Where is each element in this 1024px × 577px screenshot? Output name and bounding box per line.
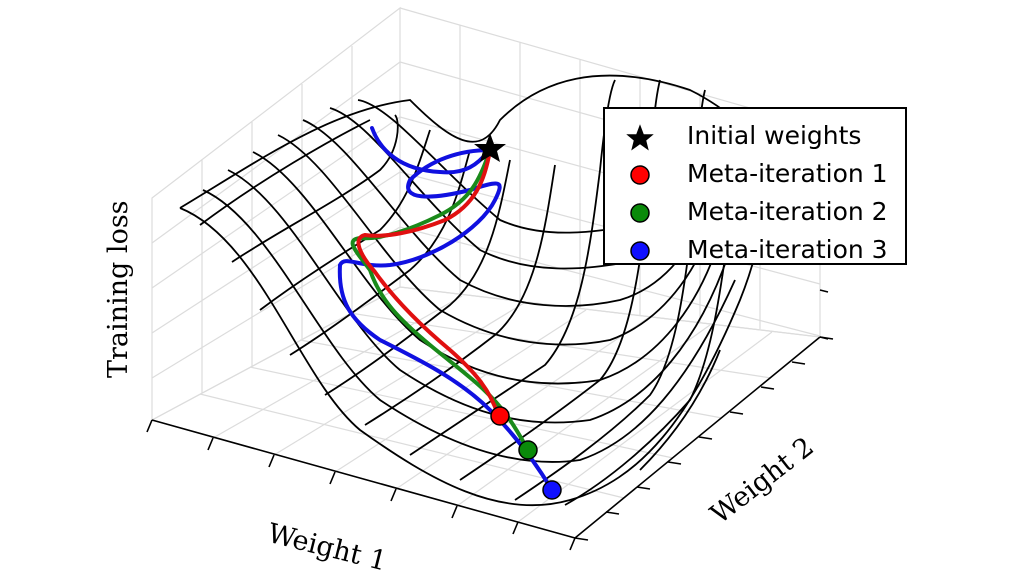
- legend: Initial weights Meta-iteration 1 Meta-it…: [603, 107, 907, 265]
- legend-label-meta-iteration-3: Meta-iteration 3: [687, 235, 888, 264]
- star-icon: [626, 124, 654, 151]
- legend-label-initial-weights: Initial weights: [687, 121, 862, 150]
- legend-item-meta-iteration-3: Meta-iteration 3: [605, 231, 905, 269]
- green-circle-icon: [630, 203, 650, 223]
- red-circle-icon: [630, 165, 650, 185]
- z-axis-label: Training loss: [103, 200, 134, 378]
- legend-item-meta-iteration-1: Meta-iteration 1: [605, 155, 905, 193]
- marker-meta-iteration-1: [490, 406, 510, 426]
- markers: [474, 133, 562, 500]
- marker-meta-iteration-2: [518, 440, 538, 460]
- legend-label-meta-iteration-2: Meta-iteration 2: [687, 197, 888, 226]
- blue-circle-icon: [630, 241, 650, 261]
- series-meta-iteration-1: [356, 148, 500, 417]
- legend-label-meta-iteration-1: Meta-iteration 1: [687, 159, 888, 188]
- axis-ticks: [146, 289, 834, 551]
- legend-item-meta-iteration-2: Meta-iteration 2: [605, 193, 905, 231]
- marker-initial-weights-star: [474, 133, 506, 162]
- marker-meta-iteration-3: [542, 480, 562, 500]
- legend-item-initial-weights: Initial weights: [605, 117, 905, 155]
